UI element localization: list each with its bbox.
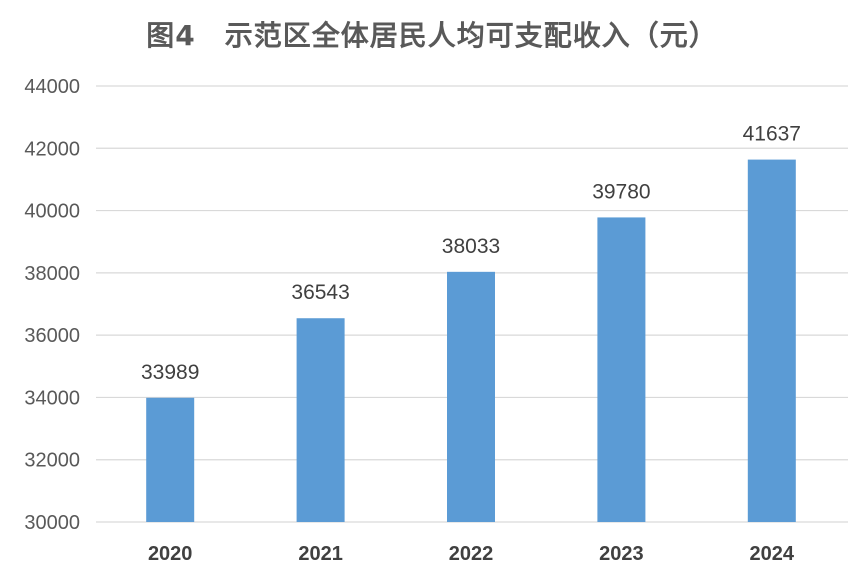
data-label: 39780: [592, 180, 650, 203]
data-label: 41637: [743, 123, 801, 146]
y-tick-label: 36000: [24, 325, 80, 347]
x-tick-label: 2020: [148, 543, 193, 565]
x-tick-label: 2021: [298, 543, 343, 565]
y-tick-label: 40000: [24, 201, 80, 223]
y-tick-label: 42000: [24, 138, 80, 160]
bar: [597, 217, 646, 522]
bar: [447, 271, 495, 522]
y-tick-label: 32000: [24, 450, 80, 472]
y-tick-label: 44000: [24, 76, 80, 98]
data-label: 36543: [291, 281, 349, 304]
y-tick-label: 38000: [24, 263, 80, 285]
data-label: 33989: [141, 361, 199, 384]
x-tick-label: 2024: [750, 543, 795, 565]
x-tick-label: 2023: [599, 543, 644, 565]
chart-title: 图4 示范区全体居民人均可支配收入（元）: [146, 19, 718, 52]
y-tick-label: 30000: [24, 512, 80, 534]
y-tick-label: 34000: [24, 387, 80, 409]
x-tick-label: 2022: [449, 543, 494, 565]
bar: [146, 397, 195, 522]
data-label: 38033: [442, 235, 500, 258]
bar: [296, 318, 345, 522]
bar: [747, 159, 796, 522]
